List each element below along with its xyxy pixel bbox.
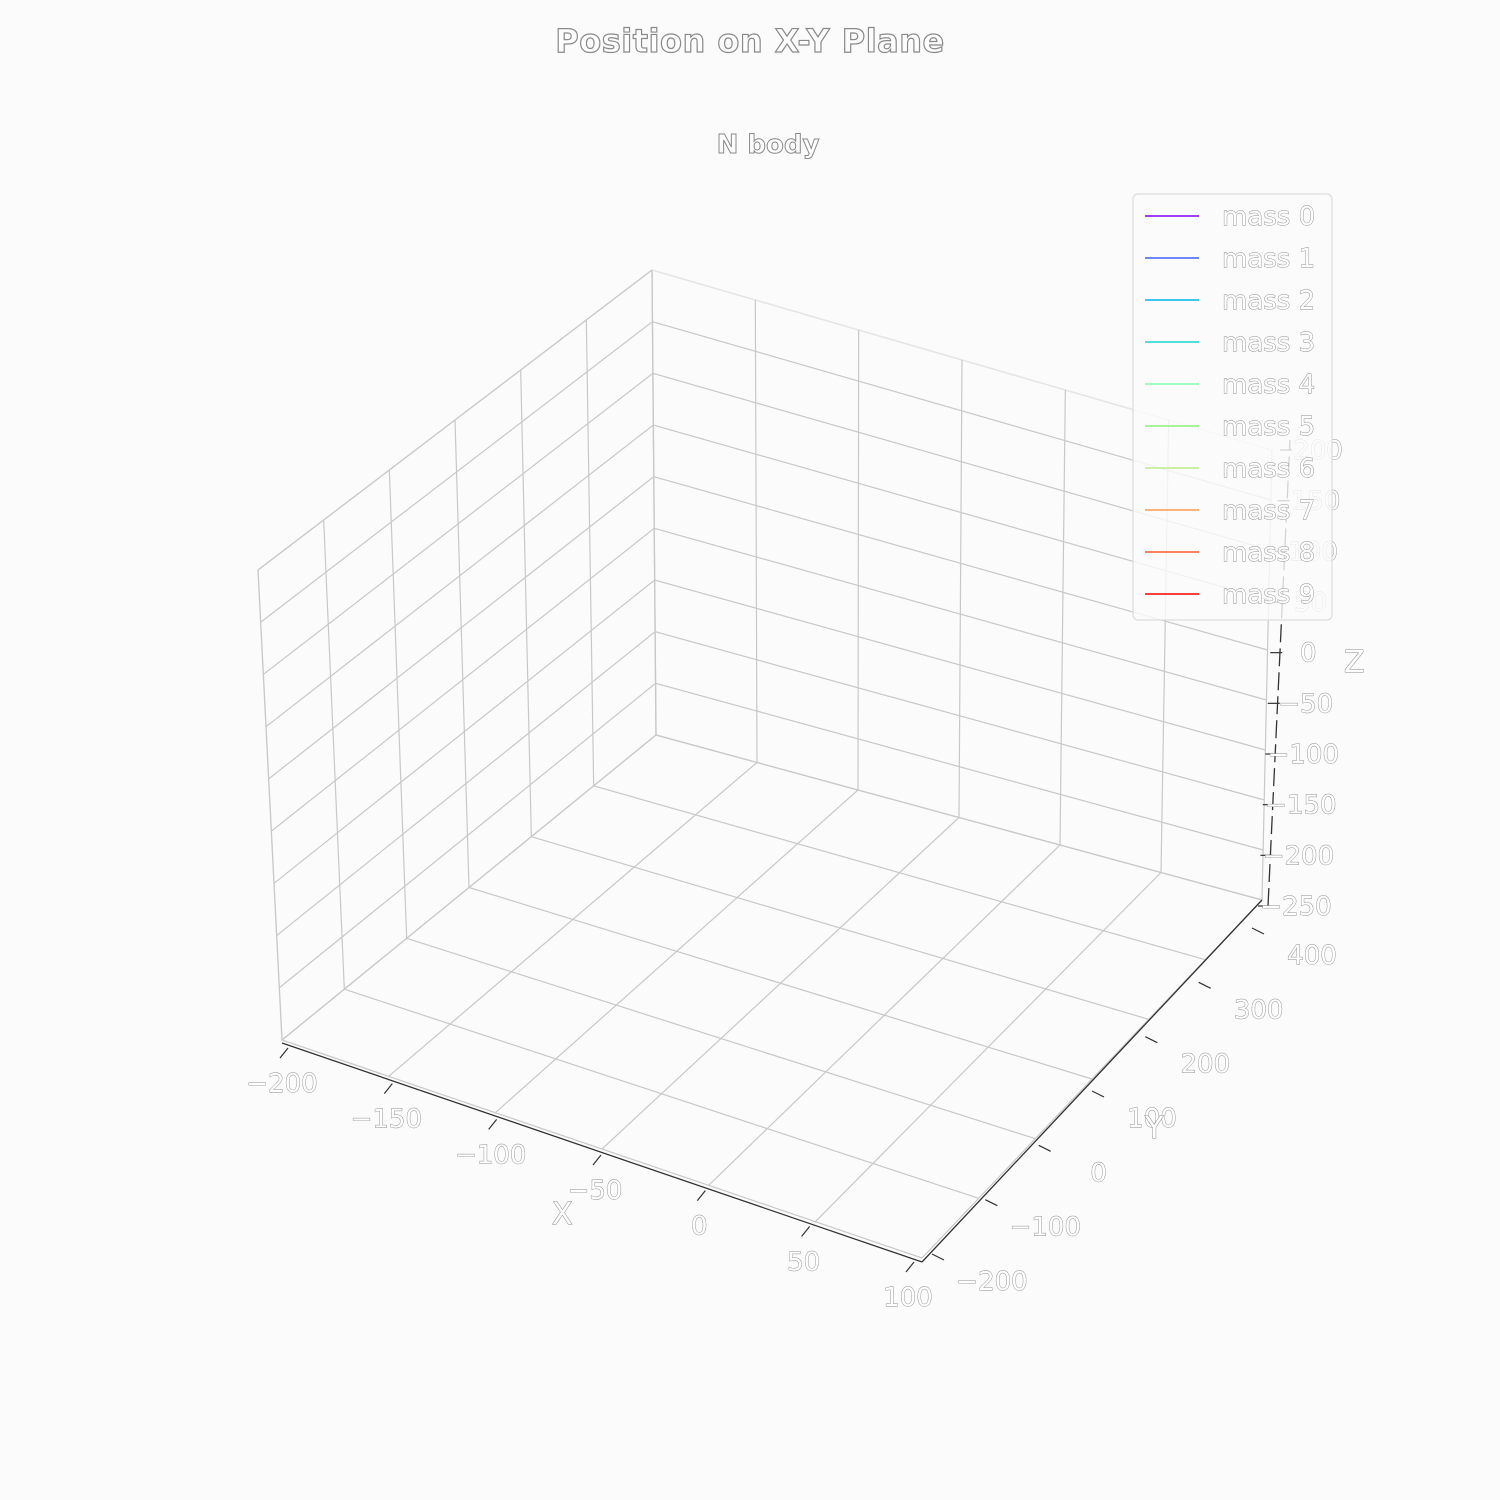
y-tick-label: 200 <box>1181 1050 1231 1080</box>
y-tick-label: −200 <box>956 1267 1027 1297</box>
z-tick-label: 0 <box>1300 639 1317 669</box>
y-tick <box>1198 981 1211 989</box>
grid-line-x <box>388 299 758 1077</box>
grid-line-z <box>262 372 1270 675</box>
grid-line-x <box>708 389 1066 1186</box>
grid-line-y <box>585 319 1206 961</box>
y-tick <box>1038 1144 1051 1152</box>
x-tick-label: −50 <box>568 1176 623 1206</box>
x-tick-label: 0 <box>691 1212 708 1242</box>
x-axis-line <box>281 1042 923 1263</box>
grid-line-y <box>454 419 1093 1080</box>
z-tick-label: −100 <box>1268 740 1339 770</box>
y-tick-label: 100 <box>1127 1104 1177 1134</box>
y-tick-label: 400 <box>1287 941 1337 971</box>
y-tick <box>985 1199 998 1207</box>
z-axis-label: Z <box>1344 645 1365 680</box>
y-axis-line <box>921 899 1263 1263</box>
x-tick-label: −200 <box>246 1069 317 1099</box>
axes-title: N body <box>716 130 820 161</box>
grid-line-z <box>270 527 1267 832</box>
z-tick-label: −150 <box>1265 791 1336 821</box>
x-tick <box>279 1047 289 1059</box>
x-tick <box>488 1118 498 1130</box>
legend-entry: mass 9 <box>1222 580 1315 610</box>
grid-line-y <box>651 269 1263 901</box>
grid-line-x <box>494 329 860 1114</box>
x-tick-label: −150 <box>351 1105 422 1135</box>
pane-floor <box>257 269 1273 1259</box>
grid-line-z <box>260 321 1272 623</box>
grid-line-y <box>257 569 923 1259</box>
x-tick-label: −100 <box>455 1140 526 1170</box>
legend-entry: mass 6 <box>1222 454 1315 484</box>
z-tick-label: −50 <box>1278 689 1333 719</box>
grid-line-z <box>273 579 1266 884</box>
x-tick <box>801 1225 811 1237</box>
legend-entry: mass 1 <box>1222 244 1315 274</box>
legend-entry: mass 3 <box>1222 328 1315 358</box>
y-tick <box>1145 1036 1158 1044</box>
grid-line-z <box>268 476 1268 780</box>
grid-line-z <box>257 269 1273 571</box>
grid-line-z <box>276 631 1265 937</box>
y-tick-label: −100 <box>1010 1213 1081 1243</box>
grid-line-z <box>278 682 1264 989</box>
x-tick-label: 100 <box>883 1283 933 1313</box>
y-tick-label: 0 <box>1090 1158 1107 1188</box>
y-tick-label: 300 <box>1234 995 1284 1025</box>
y-axis-label: Y <box>1144 1111 1164 1146</box>
x-tick <box>592 1154 602 1166</box>
y-tick <box>931 1253 945 1261</box>
x-tick <box>696 1190 706 1202</box>
grid-line-x <box>281 269 657 1041</box>
z-tick-label: −200 <box>1263 841 1334 871</box>
legend-entry: mass 4 <box>1222 370 1315 400</box>
legend-entry: mass 8 <box>1222 538 1315 568</box>
grid-line-z <box>265 424 1269 728</box>
pane-left <box>257 269 1273 1041</box>
legend: mass 0 mass 1 mass 2 mass 3 mass 4 mass 5 mass… <box>1132 193 1333 621</box>
legend-entry: mass 0 <box>1222 202 1315 232</box>
y-tick <box>1251 927 1265 935</box>
legend-entry: mass 2 <box>1222 286 1315 316</box>
x-axis-label: X <box>552 1197 573 1232</box>
grid-line-y <box>520 369 1149 1020</box>
grid-line-y <box>323 519 979 1199</box>
grid-line-x <box>601 359 963 1150</box>
page-title: Position on X-Y Plane <box>555 21 945 60</box>
grid-line-z <box>281 734 1263 1041</box>
grid-line-y <box>388 469 1036 1140</box>
x-tick <box>383 1083 393 1095</box>
x-tick <box>905 1261 915 1273</box>
x-axis-ticks: −200 −150 −100 −50 0 50 100 <box>246 1047 933 1313</box>
legend-entry: mass 5 <box>1222 412 1315 442</box>
y-tick <box>1091 1090 1105 1098</box>
x-tick-label: 50 <box>787 1247 820 1277</box>
legend-entry: mass 7 <box>1222 496 1315 526</box>
z-tick-label: −250 <box>1260 892 1331 922</box>
grid-line-x <box>814 419 1170 1223</box>
